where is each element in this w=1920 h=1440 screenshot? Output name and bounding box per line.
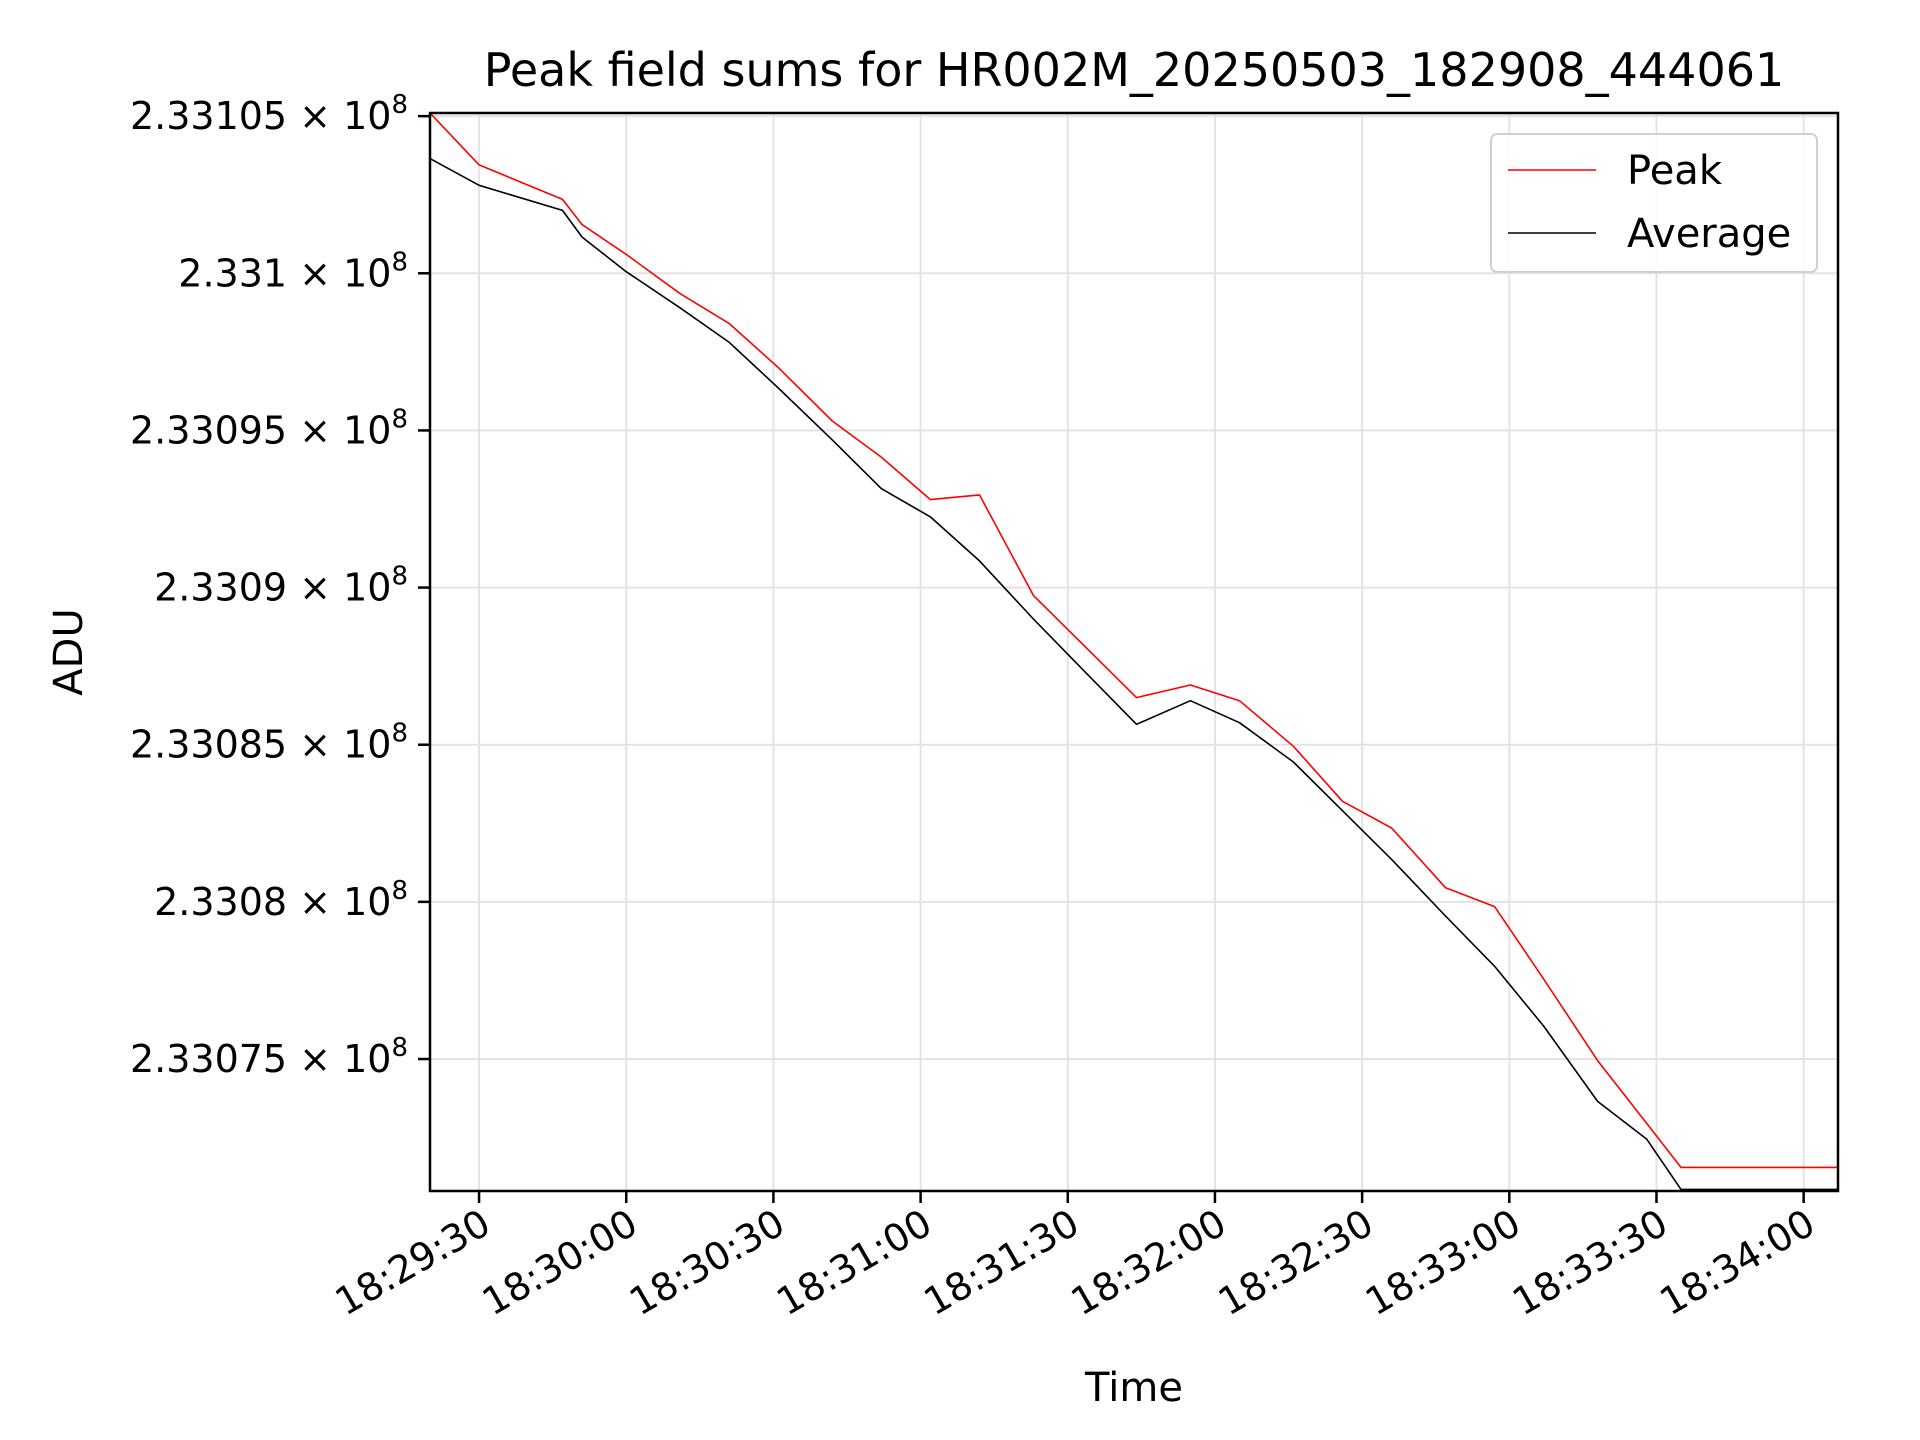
legend-label-average: Average <box>1627 211 1791 257</box>
y-tick-label: 2.331 × 108 <box>178 247 408 295</box>
y-tick-mantissa: 2.33075 <box>130 1037 287 1081</box>
y-tick-times-sign: × 10 <box>287 1037 391 1081</box>
y-tick-mantissa: 2.3308 <box>154 880 287 924</box>
y-tick-mantissa: 2.331 <box>178 251 287 295</box>
y-tick-exponent: 8 <box>391 404 408 434</box>
y-tick-times-sign: × 10 <box>287 94 391 138</box>
series-line-peak <box>429 112 1838 1169</box>
y-tick-exponent: 8 <box>391 876 408 906</box>
y-tick-times-sign: × 10 <box>287 408 391 452</box>
y-tick-times-sign: × 10 <box>287 880 391 924</box>
y-tick-label: 2.3309 × 108 <box>154 562 408 610</box>
y-tick-exponent: 8 <box>391 719 408 749</box>
y-tick-exponent: 8 <box>391 247 408 277</box>
y-tick-label: 2.33085 × 108 <box>130 719 408 767</box>
y-tick-exponent: 8 <box>391 562 408 592</box>
y-tick-label: 2.33105 × 108 <box>130 90 408 138</box>
y-tick-mantissa: 2.33095 <box>130 408 287 452</box>
legend-label-peak: Peak <box>1627 148 1723 194</box>
y-tick-times-sign: × 10 <box>287 251 391 295</box>
y-tick-mantissa: 2.33085 <box>130 723 287 767</box>
y-tick-times-sign: × 10 <box>287 566 391 610</box>
chart-title: Peak field sums for HR002M_20250503_1829… <box>484 43 1785 97</box>
y-tick-exponent: 8 <box>391 1033 408 1063</box>
legend: Peak Average <box>1490 133 1818 273</box>
series-line-average <box>429 157 1838 1191</box>
series-lines <box>429 112 1838 1191</box>
plot-frame <box>428 111 1840 1193</box>
y-tick-mantissa: 2.3309 <box>154 566 287 610</box>
y-tick-times-sign: × 10 <box>287 723 391 767</box>
grid-lines <box>430 113 1838 1191</box>
y-tick-exponent: 8 <box>391 90 408 120</box>
y-tick-label: 2.33075 × 108 <box>130 1033 408 1081</box>
x-axis-label: Time <box>1084 1365 1183 1411</box>
y-tick-mantissa: 2.33105 <box>130 94 287 138</box>
y-tick-label: 2.3308 × 108 <box>154 876 408 924</box>
y-axis-label: ADU <box>46 608 92 695</box>
y-tick-label: 2.33095 × 108 <box>130 404 408 452</box>
legend-box <box>1490 133 1818 273</box>
